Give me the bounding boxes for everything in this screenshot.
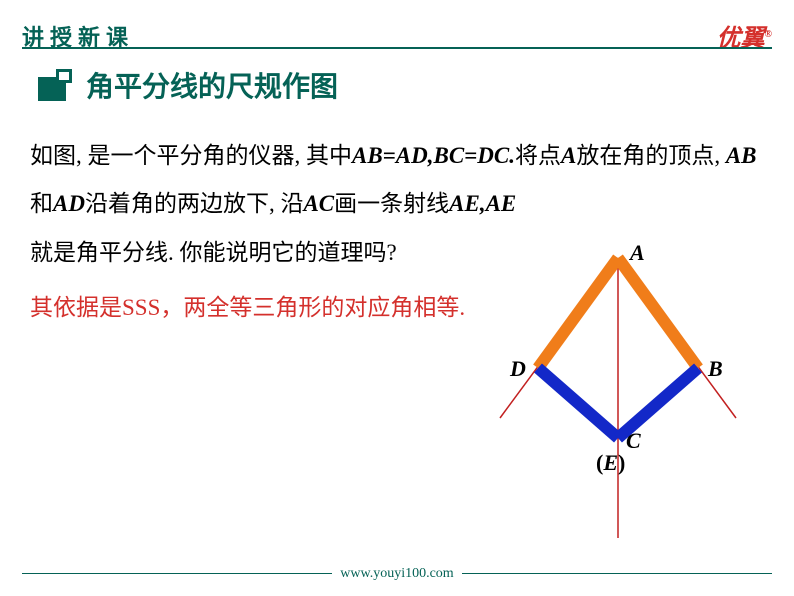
section-heading: 角平分线的尺规作图 xyxy=(38,65,338,105)
label-A: A xyxy=(630,240,645,266)
segment-DC xyxy=(538,368,618,438)
section-icon xyxy=(38,69,72,101)
label-B: B xyxy=(708,356,723,382)
label-C: C xyxy=(626,428,641,454)
geometry-diagram: A D B C (E) xyxy=(478,238,758,558)
logo-sup: ® xyxy=(765,29,772,40)
label-D: D xyxy=(510,356,526,382)
label-E: (E) xyxy=(596,450,625,476)
section-title: 角平分线的尺规作图 xyxy=(86,65,338,105)
segment-AD xyxy=(538,258,618,368)
answer-line: 其依据是SSS，两全等三角形的对应角相等. xyxy=(30,288,465,322)
footer-url: www.youyi100.com xyxy=(332,566,461,582)
segment-AB xyxy=(618,258,698,368)
diagram-svg xyxy=(478,238,758,558)
header-divider xyxy=(22,47,772,49)
